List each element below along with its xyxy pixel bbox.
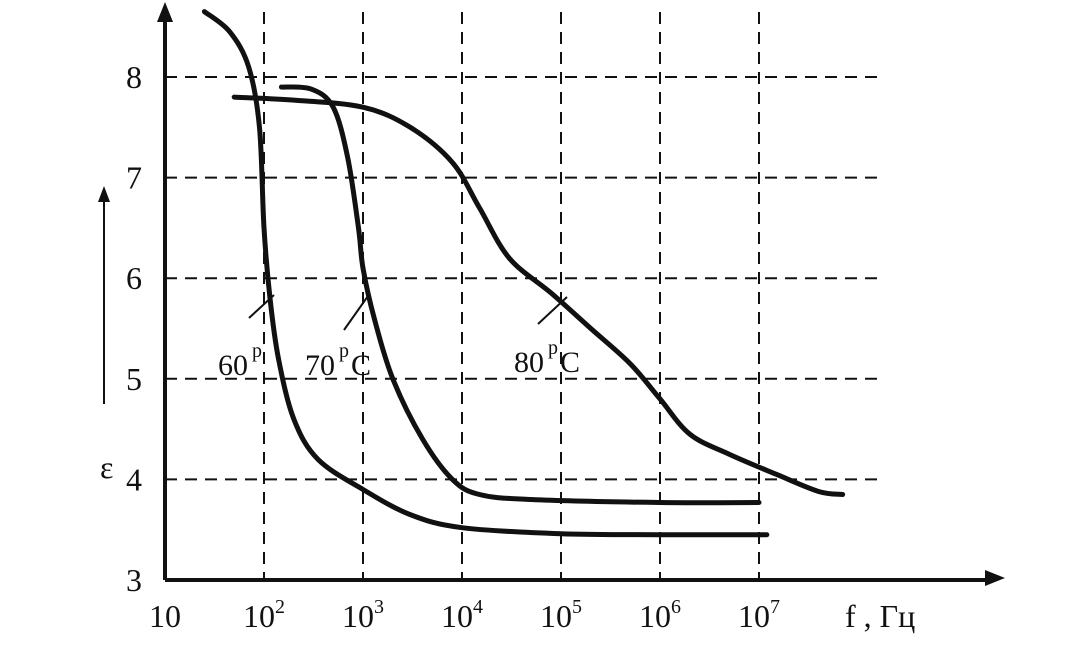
series-curve-60 [201, 9, 770, 538]
series-leader-line [343, 295, 369, 331]
y-axis-arrowhead [157, 2, 173, 22]
y-tick-label: 7 [126, 160, 142, 196]
x-tick-label: 102 [243, 596, 285, 634]
x-tick-label: 106 [639, 596, 681, 634]
x-tick-label: 104 [441, 596, 483, 634]
y-axis-label: ε [100, 449, 113, 485]
series-curve-80 [231, 94, 846, 497]
x-tick-label: 105 [540, 596, 582, 634]
x-tick-label: 103 [342, 596, 384, 634]
x-axis-arrowhead [985, 570, 1005, 586]
series-label-80: 80 pC [514, 337, 580, 379]
y-tick-label: 4 [126, 461, 142, 497]
tick-labels: 3 4 5 6 7 8 10 102 103 104 105 106 107 [126, 59, 780, 634]
series-curves: 60 p 70 pC 80 pC [201, 9, 846, 538]
series-leader-line [248, 294, 275, 319]
y-tick-label: 5 [126, 361, 142, 397]
series-label-60: 60 p [218, 340, 262, 382]
y-direction-arrowhead [98, 186, 110, 202]
series-curve-70 [278, 84, 762, 506]
grid-lines [165, 12, 880, 580]
y-tick-label: 8 [126, 59, 142, 95]
axes [98, 2, 1005, 586]
x-axis-label: f , Гц [845, 598, 915, 634]
x-tick-label: 107 [738, 596, 780, 634]
series-leader-line [537, 296, 568, 325]
y-tick-label: 6 [126, 260, 142, 296]
series-label-70: 70 pC [305, 340, 371, 382]
y-tick-label: 3 [126, 562, 142, 598]
x-tick-label: 10 [149, 598, 181, 634]
